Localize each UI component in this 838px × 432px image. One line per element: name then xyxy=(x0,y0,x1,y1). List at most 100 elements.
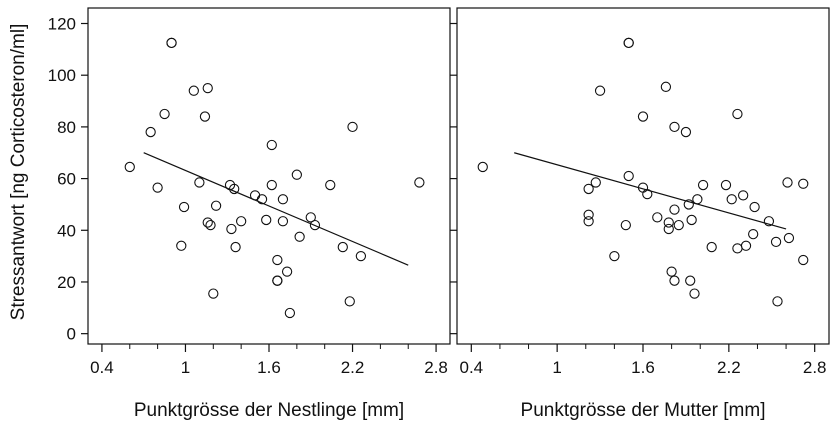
panel-left-data-point xyxy=(230,241,241,253)
panel-left-data-point xyxy=(272,275,283,286)
panel-left-data-point xyxy=(284,307,296,319)
panel-left-data-point xyxy=(166,37,177,49)
panel-left-data-point xyxy=(178,201,190,213)
panel-right-xtick-label: 2.8 xyxy=(803,358,827,377)
panel-right-data-point xyxy=(583,209,594,220)
panel-left-data-point xyxy=(281,266,293,277)
panel-right-data-point xyxy=(798,254,809,266)
panel-left-data-point xyxy=(256,194,268,205)
panel-right-data-point xyxy=(726,194,737,205)
panel-right-data-point xyxy=(590,177,601,188)
panel-right-data-point xyxy=(594,85,606,96)
panel-right-data-point xyxy=(609,250,620,262)
panel-right-data-point xyxy=(782,177,793,188)
panel-left-data-point xyxy=(272,254,283,266)
panel-left-ytick-label: 60 xyxy=(57,170,76,189)
panel-left-x-axis-label: Punktgrösse der Nestlinge [mm] xyxy=(134,400,404,421)
panel-left-data-point xyxy=(347,121,358,133)
panel-left-data-point xyxy=(277,194,289,205)
panel-right-data-point xyxy=(763,216,775,227)
panel-left-ytick-label: 0 xyxy=(67,325,76,344)
panel-left-data-point xyxy=(325,179,336,191)
panel-left-xtick-label: 2.8 xyxy=(424,358,448,377)
panel-right-data-point xyxy=(748,229,759,240)
panel-left-data-point xyxy=(261,214,272,226)
panel-right-data-point xyxy=(697,179,709,191)
panel-left-data-point xyxy=(202,82,213,94)
panel-left-xtick-label: 1.6 xyxy=(257,358,281,377)
panel-left-data-point xyxy=(305,212,316,223)
panel-left-data-point xyxy=(344,296,355,307)
panel-right-data-point xyxy=(798,178,809,189)
panel-right-data-point xyxy=(770,236,782,248)
panel-left-data-point xyxy=(309,219,321,231)
panel-left-xtick-label: 0.4 xyxy=(90,358,114,377)
panel-left-xtick-label: 1 xyxy=(181,358,190,377)
panel-left-data-point xyxy=(249,190,261,201)
panel-right-data-point xyxy=(706,241,717,253)
panel-right-data-point xyxy=(583,216,594,227)
panel-left-data-point xyxy=(205,219,216,231)
panel-right-data-point xyxy=(749,201,760,213)
panel-left-data-point xyxy=(266,179,277,191)
panel-right-data-point xyxy=(669,121,680,133)
panel-left-ytick-label: 20 xyxy=(57,273,76,292)
panel-right-data-point xyxy=(720,179,732,191)
panel-right-data-point xyxy=(663,217,674,228)
panel-left-data-point xyxy=(294,231,305,242)
panel-left-ytick-label: 120 xyxy=(48,15,76,34)
panel-left-data-point xyxy=(355,250,367,262)
panel-right-data-point xyxy=(623,37,634,49)
panel-right-data-point xyxy=(666,266,677,277)
panel-left-data-point xyxy=(226,223,237,235)
panel-left-data-point xyxy=(188,85,199,96)
panel-left-data-point xyxy=(229,183,240,195)
panel-left-y-axis-label: Stressantwort [ng Corticosteron/ml] xyxy=(8,24,29,321)
panel-right-data-point xyxy=(652,212,663,223)
panel-left-xtick-label: 2.2 xyxy=(341,358,365,377)
panel-left-data-point xyxy=(199,111,211,122)
panel-left-data-point xyxy=(277,216,289,227)
panel-right-data-point xyxy=(660,81,672,92)
panel-right-data-point xyxy=(732,108,743,120)
panel-right-data-point xyxy=(689,288,700,299)
panel-right-x-axis-label: Punktgrösse der Mutter [mm] xyxy=(521,400,766,421)
panel-left-frame xyxy=(87,7,451,345)
panel-right-frame xyxy=(456,7,830,345)
panel-right-data-point xyxy=(620,219,631,231)
panel-right-data-point xyxy=(772,296,783,307)
panel-right-data-point xyxy=(686,214,697,226)
panel-right-data-point xyxy=(732,243,743,254)
panel-right-data-point xyxy=(669,275,680,286)
panel-left-data-point xyxy=(291,169,302,180)
panel-right-xtick-label: 2.2 xyxy=(717,358,741,377)
panel-right-data-point xyxy=(692,194,703,205)
panel-right-data-point xyxy=(642,188,653,200)
panel-right-data-point xyxy=(683,199,694,210)
panel-right-data-point xyxy=(680,126,692,138)
panel-left-data-point xyxy=(208,288,219,299)
panel-left-ytick-label: 100 xyxy=(48,66,76,85)
panel-left-data-point xyxy=(194,177,205,188)
panel-left-data-point xyxy=(159,108,170,120)
panel-right-xtick-label: 1 xyxy=(552,358,561,377)
panel-right-data-point xyxy=(637,111,649,122)
panel-left-data-point xyxy=(266,139,277,151)
panel-left-ytick-label: 80 xyxy=(57,118,76,137)
panel-left-data-point xyxy=(202,217,213,228)
panel-left-data-point xyxy=(337,241,348,253)
panel-left-data-point xyxy=(236,216,247,227)
panel-right-data-point xyxy=(477,161,488,173)
panel-right-data-point xyxy=(673,219,684,231)
panel-left-data-point xyxy=(145,126,156,138)
panel-right-data-point xyxy=(623,170,634,182)
panel-left-data-point xyxy=(152,182,163,193)
panel-left-data-point xyxy=(124,161,135,173)
panel-right-data-point xyxy=(783,232,795,244)
panel-left-trend-line xyxy=(143,152,409,266)
panel-left-data-point xyxy=(210,200,222,211)
panel-right-data-point xyxy=(740,240,752,251)
panel-right-data-point xyxy=(663,223,674,235)
